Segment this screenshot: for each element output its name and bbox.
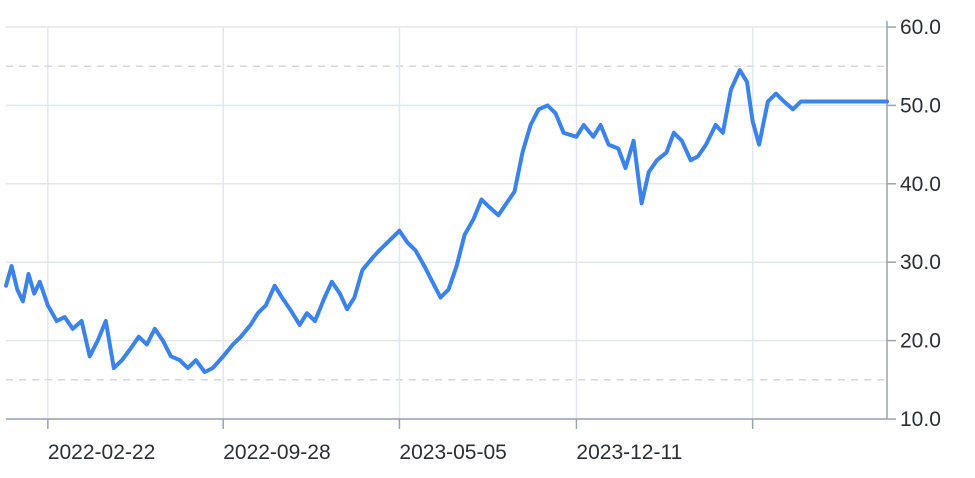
x-tick-label: 2022-02-22 — [48, 441, 155, 464]
gridlines — [6, 26, 887, 420]
y-tick-label: 40.0 — [900, 173, 941, 196]
series-layer — [4, 68, 889, 374]
axes — [6, 21, 896, 429]
tick-labels: 10.0 20.0 30.0 40.0 50.0 60.0 2022-02-22 2022-0… — [48, 16, 941, 464]
y-tick-label: 10.0 — [900, 408, 941, 431]
x-tick-label: 2023-05-05 — [399, 441, 506, 464]
series-line — [4, 68, 889, 374]
x-tick-label: 2023-12-11 — [576, 441, 682, 464]
y-tick-label: 20.0 — [900, 330, 941, 353]
y-tick-label: 60.0 — [900, 16, 941, 39]
y-tick-label: 50.0 — [900, 94, 941, 117]
x-tick-label: 2022-09-28 — [223, 441, 330, 464]
y-tick-label: 30.0 — [900, 251, 941, 274]
